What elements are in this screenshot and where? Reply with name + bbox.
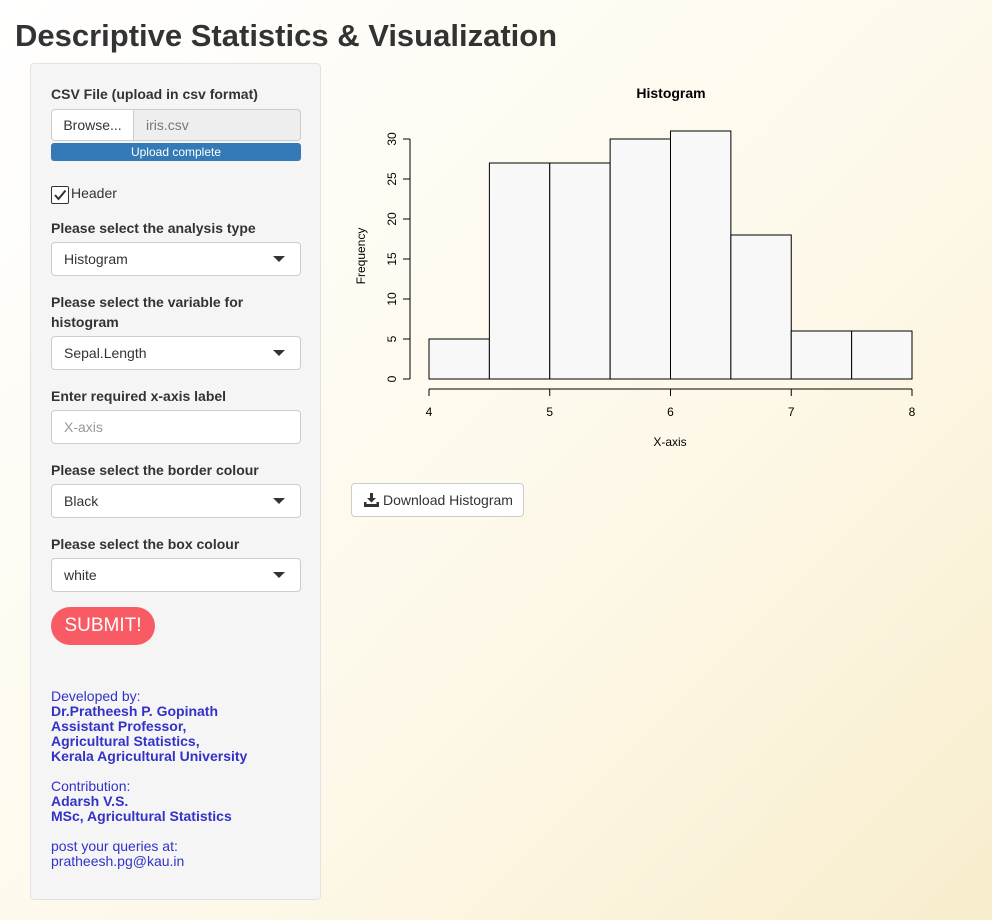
histogram-bar-7 [851, 330, 913, 380]
x-tick-label-0: 4 [426, 405, 433, 419]
upload-progress-bar: Upload complete [51, 143, 301, 161]
contributor-degree: MSc, Agricultural Statistics [51, 808, 232, 824]
y-tick-label-6: 30 [385, 132, 399, 146]
box-colour-label: Please select the box colour [51, 536, 240, 552]
y-tick-label-4: 20 [385, 212, 399, 226]
x-tick-label-2: 6 [667, 405, 674, 419]
border-colour-label: Please select the border colour [51, 462, 259, 478]
border-colour-value: Black [64, 493, 99, 509]
download-histogram-label: Download Histogram [383, 492, 513, 508]
developer-title: Assistant Professor, [51, 718, 187, 734]
y-tick-label-2: 10 [385, 292, 399, 306]
box-colour-value: white [64, 567, 97, 583]
y-axis-title: Frequency [354, 228, 368, 285]
contribution-label: Contribution: [51, 778, 131, 794]
caret-down-icon [273, 350, 285, 356]
analysis-type-label: Please select the analysis type [51, 220, 256, 236]
analysis-type-select[interactable]: Histogram [51, 242, 301, 276]
sidebar-panel: CSV File (upload in csv format) Browse..… [30, 63, 321, 900]
histogram-bar-3 [609, 138, 671, 380]
histogram-bar-0 [428, 338, 490, 380]
header-checkbox[interactable] [51, 186, 69, 204]
variable-select[interactable]: Sepal.Length [51, 336, 301, 370]
contact-email: pratheesh.pg@kau.in [51, 853, 185, 869]
x-axis: 4 5 6 7 8 [426, 388, 916, 419]
border-colour-select[interactable]: Black [51, 484, 301, 518]
submit-button[interactable]: SUBMIT! [51, 607, 155, 645]
analysis-type-value: Histogram [64, 251, 128, 267]
chart-title: Histogram [636, 85, 705, 101]
download-icon [364, 493, 379, 507]
page-title: Descriptive Statistics & Visualization [15, 18, 558, 53]
histogram-bar-6 [790, 330, 853, 380]
csv-file-label: CSV File (upload in csv format) [51, 86, 258, 102]
x-tick-label-4: 8 [909, 405, 916, 419]
histogram-bars [428, 130, 913, 380]
developer-organization: Kerala Agricultural University [51, 748, 248, 764]
contributor-name: Adarsh V.S. [51, 793, 129, 809]
histogram-bar-2 [549, 162, 611, 380]
histogram-chart: Histogram 0 5 10 15 20 25 30 4 5 6 7 8 X-axis Freq… [354, 85, 916, 449]
checkmark-icon [54, 189, 67, 201]
developer-name: Dr.Pratheesh P. Gopinath [51, 703, 219, 719]
caret-down-icon [273, 256, 285, 262]
x-axis-label-label: Enter required x-axis label [51, 388, 227, 404]
x-axis-label-input[interactable]: X-axis [51, 410, 301, 444]
x-tick-label-1: 5 [546, 405, 553, 419]
x-axis-title: X-axis [653, 435, 686, 449]
header-checkbox-label: Header [71, 185, 117, 201]
y-tick-label-5: 25 [385, 172, 399, 186]
variable-label: Please select the variable for histogram [51, 294, 244, 330]
y-tick-label-0: 0 [385, 375, 399, 382]
box-colour-select[interactable]: white [51, 558, 301, 592]
file-name-field: iris.csv [134, 109, 301, 141]
browse-button[interactable]: Browse... [51, 109, 134, 141]
variable-value: Sepal.Length [64, 345, 147, 361]
x-tick-label-3: 7 [788, 405, 795, 419]
developer-department: Agricultural Statistics, [51, 733, 200, 749]
credits-block: Developed by: Dr.Pratheesh P. Gopinath A… [51, 689, 311, 869]
queries-label: post your queries at: [51, 838, 178, 854]
download-histogram-button[interactable]: Download Histogram [351, 483, 524, 517]
caret-down-icon [273, 572, 285, 578]
y-tick-label-3: 15 [385, 252, 399, 266]
histogram-bar-5 [730, 234, 792, 380]
caret-down-icon [273, 498, 285, 504]
y-tick-label-1: 5 [385, 335, 399, 342]
developed-by-label: Developed by: [51, 688, 141, 704]
histogram-bar-1 [488, 162, 551, 380]
histogram-bar-4 [670, 130, 732, 380]
y-axis: 0 5 10 15 20 25 30 [385, 132, 411, 382]
file-input-group: Browse... iris.csv [51, 109, 301, 141]
